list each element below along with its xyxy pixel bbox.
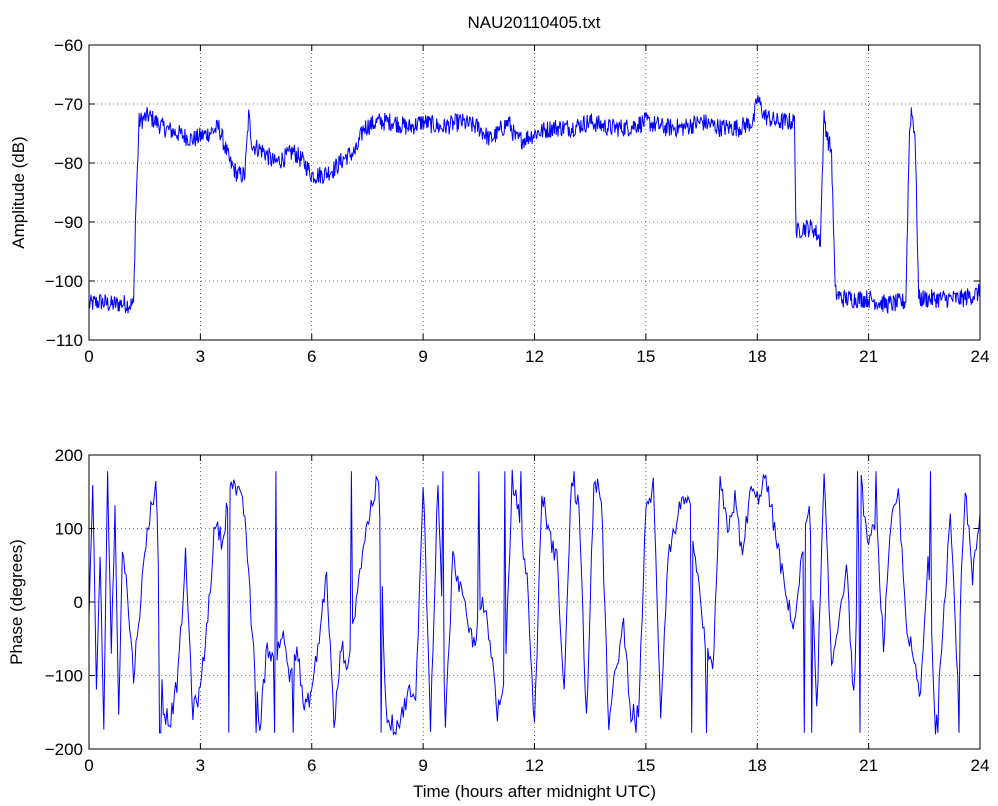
amplitude-axes: 0 3 6 9 12 15 18 21 24 −110 −100 −90 −80 −70 −60 Ampli… [9,36,989,366]
y-tick-label: −100 [45,272,83,291]
x-tick-label: 12 [525,756,544,775]
y-tick-label: 0 [74,593,83,612]
x-tick-label: 15 [636,756,655,775]
x-tick-label: 6 [307,347,316,366]
y-tick-label: −200 [45,740,83,759]
x-tick-label: 15 [636,347,655,366]
x-tick-label: 6 [307,756,316,775]
y-tick-label: −80 [54,154,83,173]
amplitude-ticks: 0 3 6 9 12 15 18 21 24 −110 −100 −90 −80 −70 −60 [45,36,990,366]
x-tick-label: 3 [196,347,205,366]
x-tick-label: 0 [84,347,93,366]
y-tick-label: −90 [54,213,83,232]
y-tick-label: −110 [46,331,83,350]
x-tick-label: 9 [418,347,427,366]
figure-title: NAU20110405.txt [468,13,601,32]
y-tick-label: −70 [54,95,83,114]
phase-ylabel: Phase (degrees) [7,539,26,665]
x-tick-label: 0 [84,756,93,775]
y-tick-label: 100 [55,520,83,539]
phase-ticks: 0 3 6 9 12 15 18 21 24 −200 −100 0 100 200 [45,446,990,775]
x-tick-label: 24 [971,347,990,366]
x-tick-label: 3 [196,756,205,775]
phase-axes: 0 3 6 9 12 15 18 21 24 −200 −100 0 100 200 Phase (deg… [7,446,989,801]
y-tick-label: −60 [54,36,83,55]
y-tick-label: −100 [45,667,83,686]
amplitude-trace [88,94,981,314]
amplitude-ylabel: Amplitude (dB) [9,136,28,248]
y-tick-label: 200 [55,446,83,465]
phase-trace [88,469,981,736]
x-tick-label: 21 [859,347,878,366]
amplitude-grid [89,45,980,340]
x-tick-label: 21 [859,756,878,775]
phase-xlabel: Time (hours after midnight UTC) [413,782,656,801]
x-tick-label: 12 [525,347,544,366]
x-tick-label: 18 [748,347,767,366]
x-tick-label: 24 [971,756,990,775]
phase-grid [89,455,980,749]
x-tick-label: 18 [748,756,767,775]
x-tick-label: 9 [418,756,427,775]
